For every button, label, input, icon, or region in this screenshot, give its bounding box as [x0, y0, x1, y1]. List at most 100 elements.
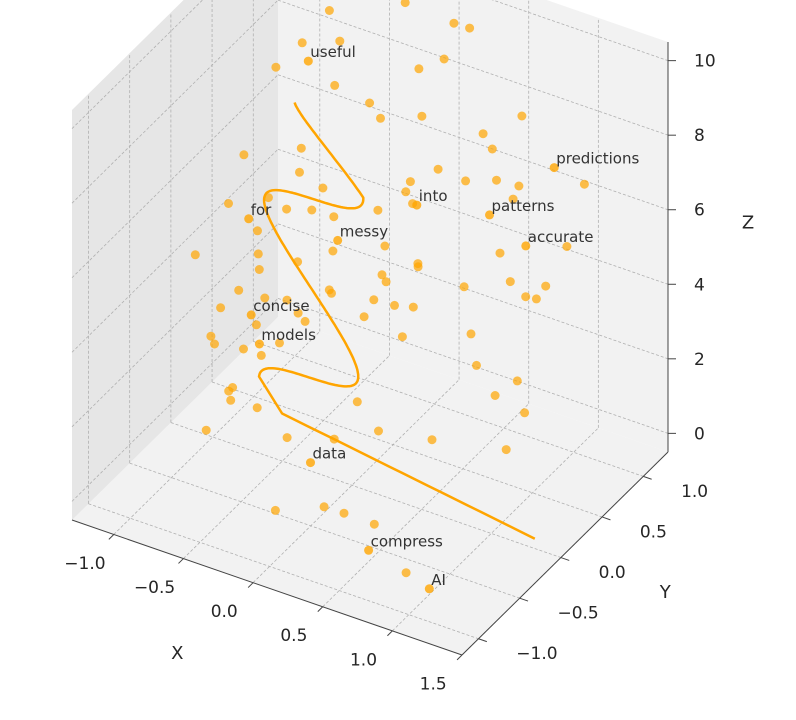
scatter-point: [369, 519, 379, 529]
annotation-point: [303, 56, 313, 66]
annotation-label: compress: [371, 532, 443, 550]
scatter-point: [296, 143, 306, 153]
scatter-point: [210, 339, 219, 349]
z-tick-label: 4: [694, 275, 705, 295]
annotation-point: [424, 584, 434, 594]
grid-y-floor: [170, 422, 562, 558]
scatter-point: [318, 183, 328, 193]
scatter-point: [282, 433, 292, 443]
x-tick-mark: [247, 582, 254, 588]
x-tick-mark: [108, 534, 115, 540]
scatter-point: [579, 179, 589, 189]
scatter-point: [520, 408, 530, 418]
x-tick-label: 0.0: [211, 602, 238, 622]
scatter-point: [297, 38, 307, 48]
scatter-point: [335, 36, 345, 46]
x-axis-line: [71, 519, 463, 656]
scatter-point: [300, 316, 310, 326]
x-tick-mark: [178, 558, 184, 564]
x-axis-label: X: [171, 643, 183, 664]
grid-x-floor: [252, 379, 460, 583]
y-tick-mark: [519, 597, 529, 602]
scatter-point: [254, 265, 264, 274]
scatter-point: [517, 111, 527, 121]
scatter-point: [307, 205, 317, 215]
annotation-point: [306, 458, 315, 468]
scatter-point: [293, 257, 303, 267]
grid-x-floor: [113, 331, 321, 535]
scatter-point: [295, 167, 304, 177]
scatter-point: [461, 176, 471, 186]
scatter-point: [252, 403, 262, 413]
scatter-point: [329, 434, 339, 444]
scatter-point: [413, 259, 423, 269]
grid-x-floor: [392, 427, 599, 632]
side-pane: [72, 0, 278, 520]
scatter-point: [190, 250, 200, 260]
grid-z-back: [277, 74, 669, 211]
scatter-point: [562, 242, 572, 251]
grid-z-side: [71, 223, 279, 428]
y-axis-label: Y: [659, 582, 672, 603]
scatter-point: [330, 80, 340, 90]
x-tick-mark: [456, 654, 463, 661]
scatter-point: [466, 329, 476, 339]
axis-lines: [71, 42, 669, 656]
grid-z-side: [71, 298, 279, 502]
scatter-point: [226, 395, 236, 405]
scatter-point: [328, 246, 338, 256]
scatter-point: [263, 193, 273, 203]
scatter-point: [282, 204, 292, 214]
scatter-point: [376, 113, 385, 123]
z-tick-label: 2: [694, 350, 705, 370]
annotation-label: patterns: [492, 197, 555, 215]
scatter-point: [201, 425, 211, 435]
annotation-label: AI: [431, 571, 446, 589]
scatter-point: [381, 277, 391, 287]
scatter-point: [239, 150, 249, 160]
scatter-point: [414, 64, 424, 74]
scatter-point: [352, 397, 362, 407]
scatter-point: [216, 303, 226, 313]
scatter-point: [492, 175, 501, 185]
annotation-point: [333, 235, 343, 245]
scatter-point: [541, 281, 551, 291]
annotation-point: [364, 545, 374, 555]
scatter-point: [390, 300, 399, 310]
scatter-point: [417, 111, 427, 121]
scatter-point: [433, 164, 443, 174]
scatter-point: [508, 194, 518, 204]
scatter-point: [405, 177, 415, 187]
scatter-point: [465, 23, 475, 33]
axis-labels: X Y Z: [171, 212, 754, 663]
curve-series: [257, 102, 536, 540]
annotation-label: predictions: [556, 150, 639, 168]
scatter-point: [359, 312, 369, 322]
y-tick-mark: [478, 638, 488, 643]
x-tick-label: 1.5: [420, 674, 447, 694]
annotation-point: [246, 310, 256, 320]
y-tick-mark: [560, 557, 570, 561]
back-pane: [278, 0, 668, 452]
scatter-point: [439, 54, 449, 64]
scatter-point: [490, 391, 500, 400]
grid-y-floor: [211, 381, 603, 518]
annotation-point: [254, 339, 264, 349]
z-tick-label: 8: [694, 126, 705, 146]
annotation-label: into: [419, 187, 448, 205]
z-tick-label: 6: [694, 201, 705, 221]
scatter-point: [427, 435, 437, 445]
scatter-point: [505, 277, 515, 287]
y-axis-line: [461, 451, 669, 656]
scatter-point: [339, 508, 349, 518]
annotation-point: [485, 210, 494, 220]
scatter-point: [487, 144, 497, 154]
scatter-point: [512, 376, 522, 386]
scatter-point: [324, 6, 334, 15]
y-tick-label: 0.5: [640, 522, 667, 542]
scatter-point: [206, 331, 216, 341]
annotation-label: models: [261, 326, 316, 344]
annotation-label: accurate: [528, 228, 594, 246]
scatter-point: [234, 285, 244, 295]
scatter-point: [495, 248, 505, 258]
